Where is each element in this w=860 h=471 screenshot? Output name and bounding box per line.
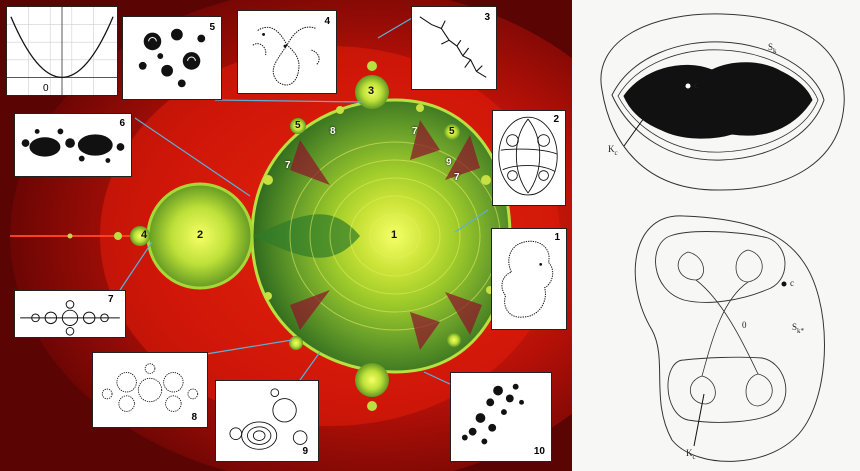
- inset-1: 1: [491, 228, 567, 330]
- bulb-label-4: 4: [141, 229, 148, 241]
- top-s-label: Sk: [768, 42, 777, 55]
- inset-6: 6: [14, 113, 132, 177]
- bottom-s-text: S: [792, 322, 798, 332]
- top-k-label: Kc: [608, 144, 618, 157]
- inset-2-label: 2: [553, 114, 559, 125]
- inset-4-label: 4: [324, 16, 330, 27]
- julia-6-pattern: [21, 128, 125, 163]
- julia-10-pattern: [461, 383, 524, 445]
- bottom-s-sub: k*: [797, 326, 805, 335]
- julia-3-pattern: [419, 16, 487, 78]
- inset-5-label: 5: [209, 22, 215, 33]
- bulb-label-1: 1: [391, 229, 398, 241]
- bulb-label-2: 2: [197, 229, 204, 241]
- inset-0-label: 0: [43, 83, 49, 94]
- mandelbrot-panel: 1 2 3 4 5 5 8 7 7 9 7 0: [0, 0, 572, 471]
- julia-2-pattern: [498, 116, 558, 196]
- bulb-label-7a: 7: [412, 126, 418, 137]
- bulb-label-5b: 5: [449, 126, 455, 137]
- inset-1-label: 1: [554, 232, 560, 243]
- bulb-label-8: 8: [330, 126, 336, 137]
- julia-9-pattern: [229, 388, 308, 450]
- inset-9: 9: [215, 380, 319, 462]
- inset-7: 7: [14, 290, 126, 338]
- julia-1-pattern: [501, 240, 554, 318]
- inset-8: 8: [92, 352, 208, 428]
- bulb-label-3: 3: [368, 85, 375, 97]
- bottom-c-label: c: [790, 278, 794, 288]
- inset-0: 0: [6, 6, 118, 96]
- top-k-sub: c: [614, 148, 618, 157]
- bottom-diagram: [634, 215, 825, 462]
- top-s-sub: k: [773, 46, 777, 55]
- bulb-label-9: 9: [446, 157, 452, 168]
- top-s-text: S: [768, 42, 774, 52]
- top-k-text: K: [608, 144, 615, 154]
- arrows: [119, 17, 489, 386]
- bulb-label-5a: 5: [295, 120, 301, 131]
- top-diagram: [600, 13, 845, 191]
- julia-4-pattern: [252, 26, 320, 86]
- julia-5-pattern: [138, 28, 206, 88]
- parabola-graph: [7, 7, 117, 95]
- bottom-k-label: Kc: [686, 448, 696, 461]
- inset-5: 5: [122, 16, 222, 100]
- inset-9-label: 9: [302, 446, 308, 457]
- bulb-label-7c: 7: [454, 172, 460, 183]
- inset-8-label: 8: [191, 412, 197, 423]
- bottom-zero-label: 0: [742, 320, 747, 330]
- schematic-diagrams: [600, 13, 845, 462]
- bulb-label-7b: 7: [285, 160, 291, 171]
- julia-7-pattern: [20, 300, 120, 336]
- inset-6-label: 6: [119, 118, 125, 129]
- inset-3: 3: [411, 6, 497, 90]
- inset-10: 10: [450, 372, 552, 462]
- inset-4: 4: [237, 10, 337, 94]
- inset-3-label: 3: [484, 12, 490, 23]
- inset-7-label: 7: [108, 294, 114, 305]
- top-c-label: c: [694, 80, 698, 90]
- bottom-k-sub: c: [692, 452, 696, 461]
- inset-2: 2: [492, 110, 566, 206]
- julia-8-pattern: [101, 363, 199, 412]
- schematic-panel: Sk c Kc c 0 Sk* Kc: [572, 0, 860, 471]
- inset-10-label: 10: [533, 446, 545, 457]
- bottom-k-text: K: [686, 448, 693, 458]
- bottom-s-label: Sk*: [792, 322, 804, 335]
